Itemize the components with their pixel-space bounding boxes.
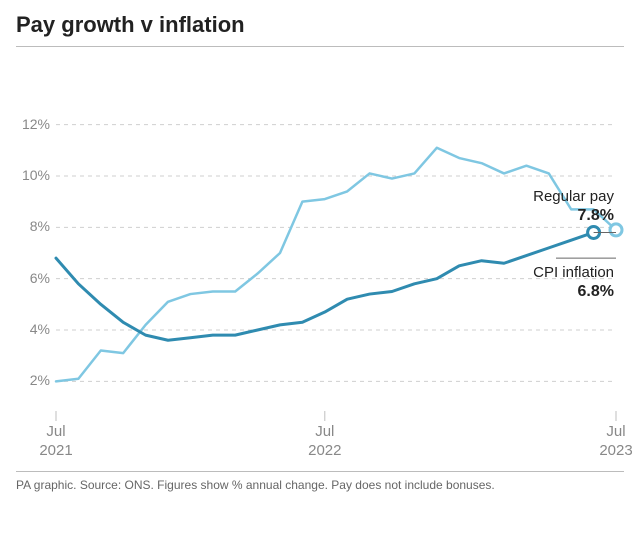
y-tick-label: 12%	[16, 116, 50, 132]
callout-cpi: CPI inflation 6.8%	[533, 264, 614, 301]
chart-area: Regular pay 7.8% CPI inflation 6.8% Jul2…	[16, 47, 624, 467]
y-tick-label: 10%	[16, 167, 50, 183]
line-chart-svg	[16, 47, 624, 467]
y-tick-label: 6%	[16, 270, 50, 286]
y-tick-label: 8%	[16, 218, 50, 234]
callout-cpi-label: CPI inflation	[533, 264, 614, 282]
callout-regular-pay: Regular pay 7.8%	[533, 188, 614, 225]
x-tick-label: Jul2022	[301, 423, 349, 461]
chart-footer: PA graphic. Source: ONS. Figures show % …	[0, 472, 640, 492]
y-tick-label: 4%	[16, 321, 50, 337]
x-tick-label: Jul2023	[592, 423, 640, 461]
callout-regular-pay-value: 7.8%	[533, 206, 614, 225]
callout-regular-pay-label: Regular pay	[533, 188, 614, 206]
chart-container: Pay growth v inflation Regular pay 7.8% …	[0, 0, 640, 544]
y-tick-label: 2%	[16, 372, 50, 388]
x-tick-label: Jul2021	[32, 423, 80, 461]
chart-title: Pay growth v inflation	[0, 0, 640, 46]
callout-cpi-value: 6.8%	[533, 282, 614, 301]
